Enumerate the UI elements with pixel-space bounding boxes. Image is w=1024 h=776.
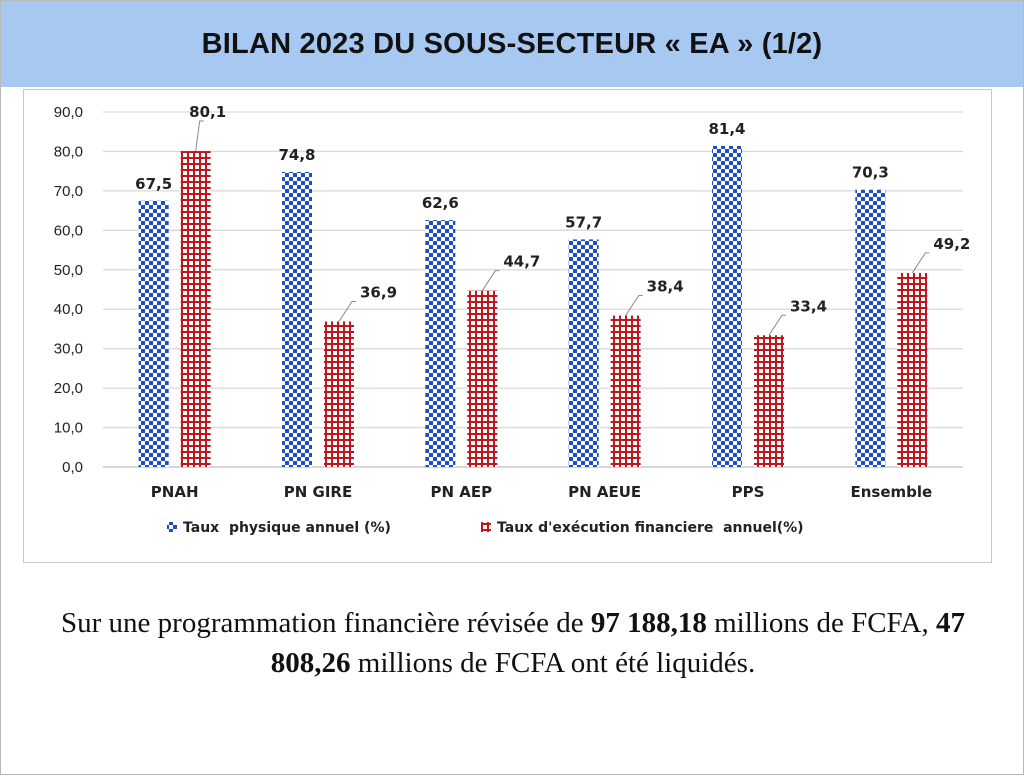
data-label-leader [481, 270, 500, 291]
y-tick-label: 40,0 [54, 301, 83, 318]
page-title: BILAN 2023 DU SOUS-SECTEUR « EA » (1/2) [201, 27, 823, 60]
y-tick-label: 80,0 [54, 143, 83, 160]
data-label-financial: 36,9 [360, 283, 397, 301]
caption-amount-programmed: 97 188,18 [590, 607, 707, 639]
bar-financial-pn-aeue [610, 315, 641, 467]
y-tick-label: 30,0 [54, 341, 83, 358]
y-tick-label: 20,0 [54, 380, 83, 397]
y-tick-label: 70,0 [54, 183, 83, 200]
data-label-physical: 74,8 [278, 146, 315, 164]
data-label-physical: 70,3 [852, 164, 889, 182]
legend-swatch-financial [481, 522, 491, 532]
caption-text-2: millions de FCFA, [706, 607, 936, 639]
bar-financial-pps [754, 335, 784, 467]
caption-text-1: Sur une programmation financière révisée… [61, 607, 591, 639]
data-label-financial: 33,4 [790, 297, 827, 315]
y-tick-label: 60,0 [54, 222, 83, 239]
y-tick-label: 10,0 [54, 420, 83, 437]
x-tick-label: PNAH [151, 483, 199, 501]
x-tick-label: PN AEP [431, 483, 493, 501]
bar-financial-ensemble [897, 272, 928, 467]
bar-physical-pnah [138, 200, 169, 467]
summary-caption: Sur une programmation financière révisée… [21, 603, 1005, 683]
data-label-leader [625, 295, 643, 316]
data-label-leader [911, 252, 930, 274]
data-label-financial: 38,4 [647, 278, 684, 296]
bar-physical-pn-gire [282, 171, 312, 467]
caption-text-3: millions de FCFA ont été liquidés. [350, 647, 756, 679]
y-tick-label: 50,0 [54, 262, 83, 279]
bar-physical-pn-aeue [568, 239, 599, 467]
bar-physical-ensemble [855, 189, 886, 467]
data-label-financial: 44,7 [503, 253, 540, 271]
y-tick-label: 0,0 [62, 459, 83, 476]
title-banner: BILAN 2023 DU SOUS-SECTEUR « EA » (1/2) [1, 1, 1023, 89]
x-tick-label: PN AEUE [568, 483, 641, 501]
data-label-financial: 80,1 [189, 103, 226, 121]
data-label-physical: 62,6 [422, 194, 459, 212]
x-tick-label: PN GIRE [284, 483, 352, 501]
y-tick-label: 90,0 [54, 104, 83, 121]
data-label-leader [768, 314, 786, 336]
bar-financial-pn-gire [324, 321, 354, 467]
x-tick-label: PPS [732, 483, 765, 501]
bar-financial-pn-aep [467, 290, 498, 467]
x-tick-label: Ensemble [850, 483, 932, 501]
bar-physical-pn-aep [425, 220, 456, 467]
data-label-leader [195, 120, 204, 152]
caption-amount-liquidated: 47 808,26 [270, 607, 965, 679]
bar-financial-pnah [180, 151, 211, 468]
legend-label-financial: Taux d'exécution financiere annuel(%) [497, 520, 804, 536]
bar-physical-pps [712, 145, 742, 467]
data-label-financial: 49,2 [933, 235, 970, 253]
data-label-leader [338, 300, 356, 322]
legend-label-physical: Taux physique annuel (%) [183, 520, 391, 536]
data-label-physical: 67,5 [135, 175, 172, 193]
data-label-physical: 81,4 [708, 120, 745, 138]
legend-swatch-physical [167, 522, 177, 532]
data-label-physical: 57,7 [565, 213, 602, 231]
